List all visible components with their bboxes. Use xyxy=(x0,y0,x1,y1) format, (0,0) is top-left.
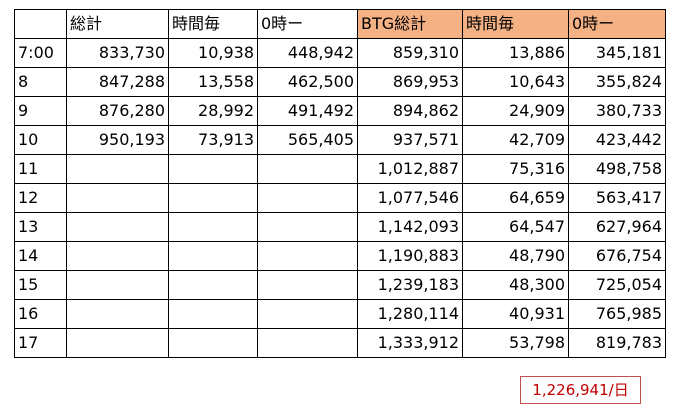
table-row: 7:00 833,730 10,938 448,942 859,310 13,886 345… xyxy=(14,38,666,68)
cell-btg-cumulative: 676,754 xyxy=(568,241,666,271)
table-row: 11 1,012,887 75,316 498,758 xyxy=(14,154,666,184)
table-row: 17 1,333,912 53,798 819,783 xyxy=(14,328,666,358)
cell-hourly xyxy=(168,183,258,213)
cell-total xyxy=(66,241,169,271)
cell-total xyxy=(66,183,169,213)
cell-btg-cumulative: 725,054 xyxy=(568,270,666,300)
cell-total: 876,280 xyxy=(66,96,169,126)
cell-cumulative: 462,500 xyxy=(257,67,358,97)
cell-hourly xyxy=(168,270,258,300)
header-cell-cumulative: 0時ー xyxy=(257,9,358,39)
cell-btg-total: 1,142,093 xyxy=(357,212,463,242)
cell-btg-total: 1,333,912 xyxy=(357,328,463,358)
cell-btg-cumulative: 355,824 xyxy=(568,67,666,97)
cell-hour: 17 xyxy=(14,328,67,358)
table-row: 10 950,193 73,913 565,405 937,571 42,709 423,4… xyxy=(14,125,666,155)
cell-hour: 11 xyxy=(14,154,67,184)
cell-btg-cumulative: 627,964 xyxy=(568,212,666,242)
cell-cumulative xyxy=(257,328,358,358)
header-cell-hour xyxy=(14,9,67,39)
cell-total: 950,193 xyxy=(66,125,169,155)
cell-btg-cumulative: 345,181 xyxy=(568,38,666,68)
table-row: 15 1,239,183 48,300 725,054 xyxy=(14,270,666,300)
cell-btg-hourly: 64,547 xyxy=(462,212,569,242)
cell-hourly: 73,913 xyxy=(168,125,258,155)
cell-hour: 15 xyxy=(14,270,67,300)
cell-btg-cumulative: 765,985 xyxy=(568,299,666,329)
cell-total: 847,288 xyxy=(66,67,169,97)
table-row: 14 1,190,883 48,790 676,754 xyxy=(14,241,666,271)
cell-btg-cumulative: 380,733 xyxy=(568,96,666,126)
cell-hour: 10 xyxy=(14,125,67,155)
cell-btg-cumulative: 563,417 xyxy=(568,183,666,213)
table-row: 12 1,077,546 64,659 563,417 xyxy=(14,183,666,213)
cell-btg-hourly: 13,886 xyxy=(462,38,569,68)
cell-cumulative xyxy=(257,241,358,271)
header-row: 総計 時間毎 0時ー BTG総計 時間毎 0時ー xyxy=(14,9,666,39)
cell-cumulative xyxy=(257,183,358,213)
cell-hourly: 13,558 xyxy=(168,67,258,97)
cell-btg-total: 1,012,887 xyxy=(357,154,463,184)
cell-hour: 16 xyxy=(14,299,67,329)
data-table: 総計 時間毎 0時ー BTG総計 時間毎 0時ー 7:00 833,730 10,938 448,… xyxy=(14,9,666,358)
cell-cumulative xyxy=(257,270,358,300)
cell-hourly xyxy=(168,212,258,242)
header-cell-hourly: 時間毎 xyxy=(168,9,258,39)
cell-total xyxy=(66,154,169,184)
cell-total xyxy=(66,212,169,242)
header-cell-total: 総計 xyxy=(66,9,169,39)
cell-hourly: 28,992 xyxy=(168,96,258,126)
cell-hourly xyxy=(168,154,258,184)
cell-hour: 12 xyxy=(14,183,67,213)
header-cell-btg-total: BTG総計 xyxy=(357,9,463,39)
cell-hour: 7:00 xyxy=(14,38,67,68)
cell-total xyxy=(66,270,169,300)
cell-cumulative xyxy=(257,299,358,329)
header-cell-btg-cumulative: 0時ー xyxy=(568,9,666,39)
cell-cumulative xyxy=(257,212,358,242)
table-row: 13 1,142,093 64,547 627,964 xyxy=(14,212,666,242)
cell-btg-total: 894,862 xyxy=(357,96,463,126)
cell-btg-total: 1,190,883 xyxy=(357,241,463,271)
cell-hourly xyxy=(168,241,258,271)
cell-btg-hourly: 40,931 xyxy=(462,299,569,329)
cell-cumulative xyxy=(257,154,358,184)
cell-btg-hourly: 64,659 xyxy=(462,183,569,213)
cell-btg-total: 1,077,546 xyxy=(357,183,463,213)
cell-btg-hourly: 24,909 xyxy=(462,96,569,126)
cell-btg-total: 937,571 xyxy=(357,125,463,155)
cell-btg-hourly: 10,643 xyxy=(462,67,569,97)
cell-hourly xyxy=(168,299,258,329)
table-row: 8 847,288 13,558 462,500 869,953 10,643 355,82… xyxy=(14,67,666,97)
cell-hour: 9 xyxy=(14,96,67,126)
cell-btg-hourly: 53,798 xyxy=(462,328,569,358)
cell-btg-cumulative: 819,783 xyxy=(568,328,666,358)
cell-btg-cumulative: 423,442 xyxy=(568,125,666,155)
table-row: 9 876,280 28,992 491,492 894,862 24,909 380,73… xyxy=(14,96,666,126)
cell-total: 833,730 xyxy=(66,38,169,68)
table-row: 16 1,280,114 40,931 765,985 xyxy=(14,299,666,329)
cell-btg-hourly: 42,709 xyxy=(462,125,569,155)
cell-btg-hourly: 75,316 xyxy=(462,154,569,184)
cell-cumulative: 491,492 xyxy=(257,96,358,126)
daily-total-badge: 1,226,941/日 xyxy=(520,376,641,404)
cell-hour: 8 xyxy=(14,67,67,97)
cell-btg-hourly: 48,300 xyxy=(462,270,569,300)
cell-btg-total: 869,953 xyxy=(357,67,463,97)
cell-btg-total: 1,239,183 xyxy=(357,270,463,300)
table-body: 総計 時間毎 0時ー BTG総計 時間毎 0時ー 7:00 833,730 10,938 448,… xyxy=(14,9,666,358)
cell-btg-cumulative: 498,758 xyxy=(568,154,666,184)
cell-hour: 14 xyxy=(14,241,67,271)
cell-total xyxy=(66,328,169,358)
cell-hourly xyxy=(168,328,258,358)
cell-btg-total: 1,280,114 xyxy=(357,299,463,329)
header-cell-btg-hourly: 時間毎 xyxy=(462,9,569,39)
cell-hourly: 10,938 xyxy=(168,38,258,68)
cell-btg-hourly: 48,790 xyxy=(462,241,569,271)
cell-hour: 13 xyxy=(14,212,67,242)
cell-cumulative: 565,405 xyxy=(257,125,358,155)
cell-cumulative: 448,942 xyxy=(257,38,358,68)
cell-total xyxy=(66,299,169,329)
cell-btg-total: 859,310 xyxy=(357,38,463,68)
